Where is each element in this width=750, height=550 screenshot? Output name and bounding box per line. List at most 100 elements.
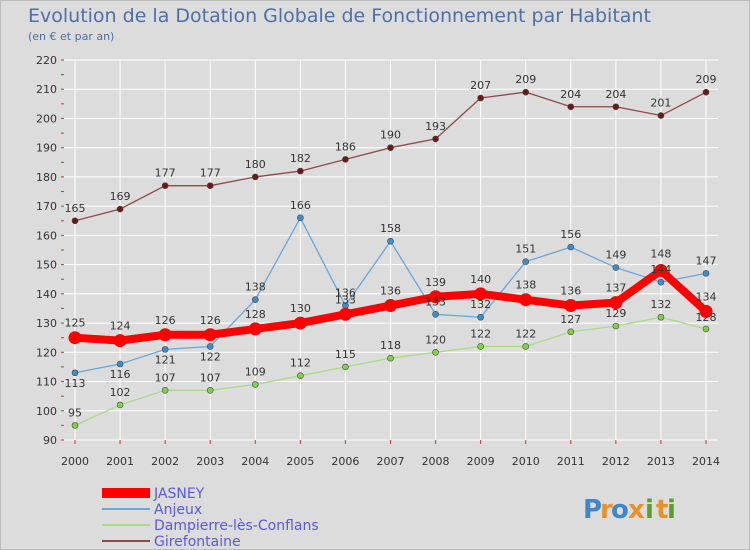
- data-point-anjeux: [702, 270, 710, 277]
- data-point-girefontaine: [387, 144, 394, 151]
- data-label-girefontaine: 165: [65, 202, 86, 215]
- data-point-dampierre-les-conflans: [522, 343, 530, 350]
- data-point-dampierre-les-conflans: [477, 343, 484, 350]
- data-point-jasney: [699, 304, 713, 318]
- data-label-dampierre-les-conflans: 128: [696, 311, 717, 324]
- y-tick-label: 130: [36, 317, 57, 330]
- y-tick-label: 120: [36, 346, 57, 359]
- data-label-anjeux: 151: [515, 243, 536, 256]
- data-point-dampierre-les-conflans: [161, 387, 169, 394]
- y-tick-label: 90: [43, 434, 57, 447]
- data-label-anjeux: 149: [605, 249, 626, 262]
- chart-title: Evolution de la Dotation Globale de Fonc…: [28, 5, 651, 27]
- data-point-dampierre-les-conflans: [251, 381, 259, 388]
- label-layer: 165 169 177 177 180 182 186 190 193 207 209 204 204 2…: [65, 73, 717, 419]
- data-label-jasney: 134: [696, 290, 717, 303]
- data-point-jasney: [654, 263, 668, 277]
- data-point-anjeux: [522, 258, 530, 265]
- data-label-dampierre-les-conflans: 107: [200, 371, 221, 384]
- logo-letter: x: [628, 495, 645, 525]
- data-label-jasney: 140: [470, 273, 491, 286]
- data-label-girefontaine: 169: [110, 190, 131, 203]
- x-tick-label: 2013: [647, 455, 675, 468]
- data-label-girefontaine: 177: [200, 167, 221, 180]
- data-label-anjeux: 147: [696, 254, 717, 267]
- x-tick-label: 2000: [61, 455, 89, 468]
- data-point-jasney: [474, 287, 488, 301]
- data-point-girefontaine: [206, 182, 214, 189]
- x-tick-label: 2002: [151, 455, 179, 468]
- data-label-dampierre-les-conflans: 95: [68, 406, 82, 419]
- data-point-anjeux: [387, 237, 394, 245]
- data-label-girefontaine: 186: [335, 140, 356, 153]
- data-label-anjeux: 144: [650, 263, 671, 276]
- y-tick-label: 150: [36, 259, 57, 272]
- data-point-girefontaine: [116, 205, 124, 213]
- axis-layer: 9010011012013014015016017018019020021022…: [36, 54, 720, 468]
- data-point-girefontaine: [71, 217, 79, 225]
- x-tick-label: 2005: [286, 455, 314, 468]
- data-point-girefontaine: [567, 103, 575, 111]
- data-point-jasney: [158, 328, 172, 342]
- data-point-anjeux: [161, 346, 169, 353]
- x-tick-label: 2010: [512, 455, 540, 468]
- logo-letter: i: [667, 495, 676, 525]
- data-label-jasney: 148: [650, 247, 671, 260]
- data-label-anjeux: 158: [380, 222, 401, 235]
- data-point-dampierre-les-conflans: [432, 349, 439, 356]
- legend-label: Girefontaine: [154, 534, 241, 550]
- x-tick-label: 2014: [692, 455, 720, 468]
- data-point-jasney: [248, 322, 262, 336]
- data-point-anjeux: [71, 369, 79, 377]
- data-label-jasney: 126: [155, 314, 176, 327]
- data-point-dampierre-les-conflans: [612, 322, 620, 330]
- y-tick-label: 140: [36, 288, 57, 301]
- data-label-jasney: 136: [560, 285, 581, 298]
- y-tick-label: 210: [36, 83, 57, 96]
- data-label-jasney: 130: [290, 302, 311, 315]
- data-point-dampierre-les-conflans: [71, 422, 79, 429]
- data-point-girefontaine: [612, 103, 620, 111]
- data-point-girefontaine: [522, 88, 530, 96]
- data-label-anjeux: 133: [425, 295, 446, 308]
- proxiti-logo: Pro x i ti: [583, 495, 676, 525]
- data-label-anjeux: 116: [110, 368, 131, 381]
- data-point-jasney: [429, 290, 443, 304]
- data-label-girefontaine: 207: [470, 79, 491, 92]
- legend-label: Dampierre-lès-Conflans: [154, 518, 319, 534]
- data-label-girefontaine: 190: [380, 129, 401, 142]
- data-point-jasney: [609, 296, 623, 310]
- x-tick-label: 2003: [196, 455, 224, 468]
- data-label-anjeux: 136: [335, 287, 356, 300]
- data-label-dampierre-les-conflans: 132: [650, 298, 671, 311]
- data-point-girefontaine: [702, 88, 710, 96]
- data-label-jasney: 136: [380, 285, 401, 298]
- data-label-girefontaine: 204: [605, 88, 626, 101]
- data-point-jasney: [293, 316, 307, 330]
- x-tick-label: 2001: [106, 455, 134, 468]
- data-label-girefontaine: 180: [245, 158, 266, 171]
- data-point-anjeux: [612, 264, 620, 271]
- data-point-dampierre-les-conflans: [387, 354, 394, 362]
- data-point-girefontaine: [342, 156, 349, 163]
- data-label-dampierre-les-conflans: 129: [605, 307, 626, 320]
- y-tick-label: 100: [36, 405, 57, 418]
- series-layer: [68, 88, 713, 429]
- data-label-jasney: 125: [65, 317, 86, 330]
- data-point-jasney: [564, 299, 578, 313]
- data-point-anjeux: [477, 313, 484, 321]
- logo-letter: i: [645, 495, 654, 525]
- data-label-anjeux: 121: [155, 353, 176, 366]
- data-label-dampierre-les-conflans: 118: [380, 339, 401, 352]
- data-point-jasney: [519, 293, 533, 307]
- x-tick-label: 2009: [467, 455, 495, 468]
- data-label-anjeux: 132: [470, 298, 491, 311]
- data-point-dampierre-les-conflans: [342, 363, 349, 371]
- data-point-anjeux: [116, 360, 124, 368]
- data-label-girefontaine: 209: [515, 73, 536, 86]
- y-tick-label: 190: [36, 142, 57, 155]
- x-tick-label: 2011: [557, 455, 585, 468]
- data-point-jasney: [113, 334, 127, 348]
- data-label-dampierre-les-conflans: 122: [515, 327, 536, 340]
- data-point-anjeux: [297, 214, 304, 222]
